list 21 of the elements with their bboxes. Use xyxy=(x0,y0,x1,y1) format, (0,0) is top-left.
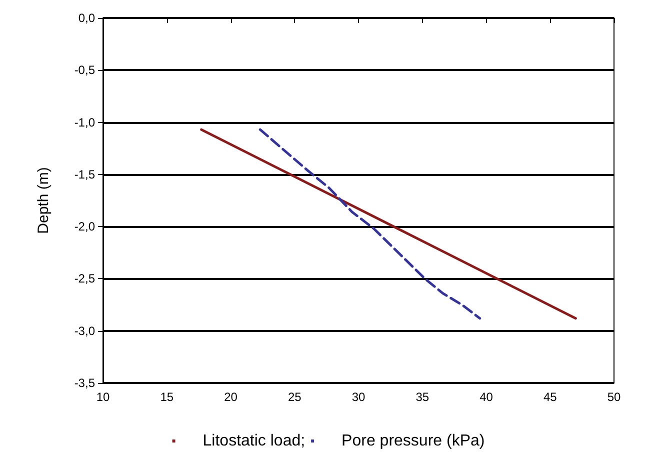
y-tick-label: -0,5 xyxy=(74,63,96,78)
x-tick-label: 10 xyxy=(96,390,110,404)
x-tick-label: 30 xyxy=(352,390,366,404)
x-tick-label: 50 xyxy=(607,390,621,404)
x-tick-label: 20 xyxy=(224,390,238,404)
y-tick-label: -2,0 xyxy=(74,220,96,234)
x-tick-label: 40 xyxy=(480,390,494,404)
y-tick-label: 0,0 xyxy=(78,11,96,25)
legend-label: Litostatic load; xyxy=(202,432,306,450)
y-tick-label: -1,5 xyxy=(74,167,96,182)
y-tick-label: -1,0 xyxy=(74,115,96,130)
y-tick-label: -2,5 xyxy=(74,272,96,286)
x-tick-label: 45 xyxy=(543,390,558,404)
legend-label: Pore pressure (kPa) xyxy=(342,432,485,450)
y-tick-label: -3,0 xyxy=(74,324,96,338)
x-tick-label: 35 xyxy=(416,390,430,404)
y-tick-label: -3,5 xyxy=(74,376,96,390)
x-tick-label: 25 xyxy=(288,390,302,404)
y-axis-title: Depth (m) xyxy=(35,167,52,234)
line-series xyxy=(258,128,482,320)
x-tick-label: 15 xyxy=(160,390,174,404)
